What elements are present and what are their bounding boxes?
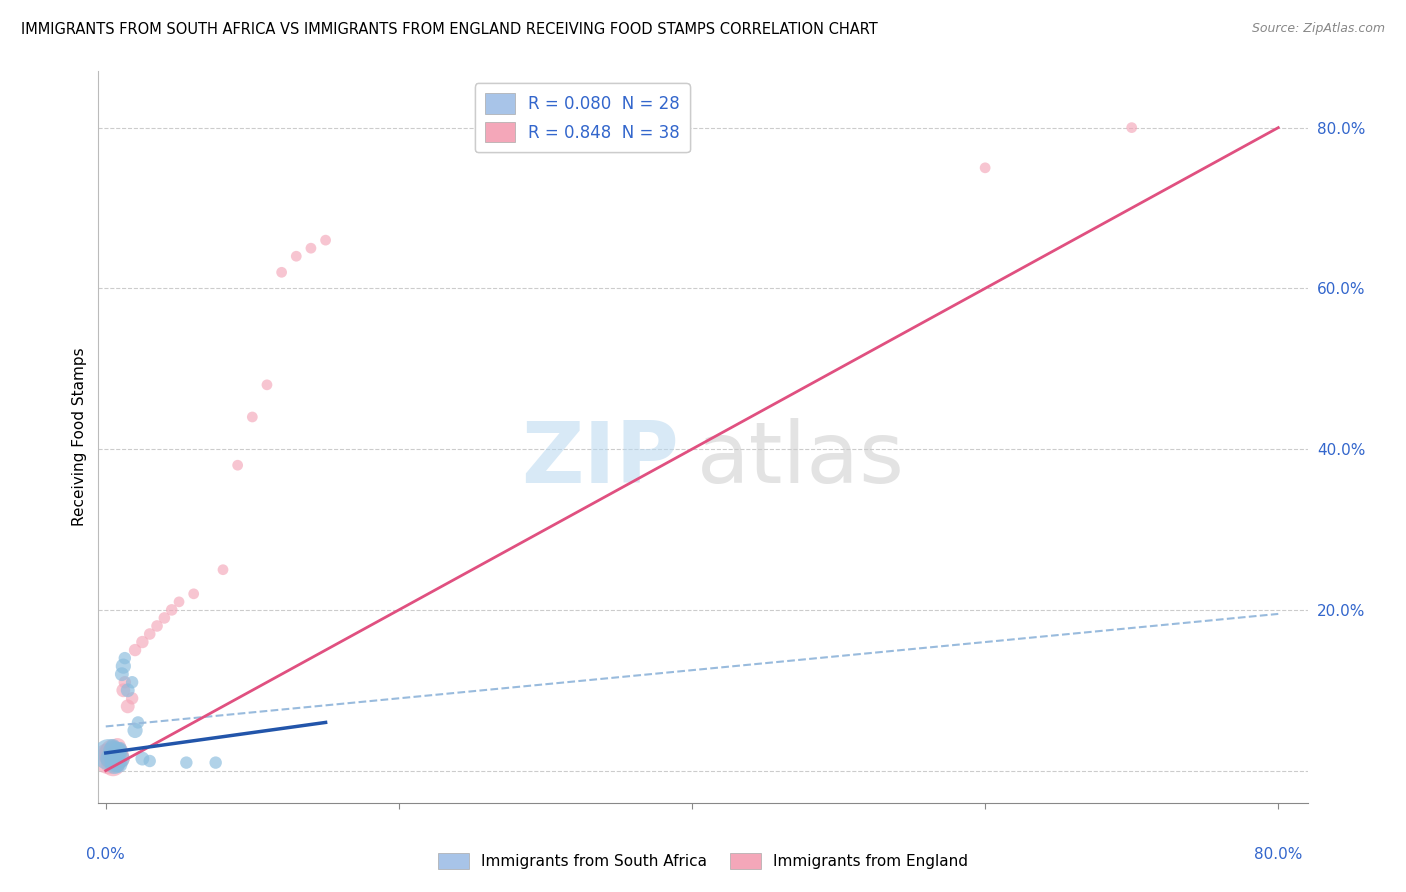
Point: [100, 754, 122, 768]
Point: [256, 377, 278, 392]
Point: [110, 743, 132, 757]
Point: [167, 595, 190, 609]
Point: [101, 754, 124, 768]
Y-axis label: Receiving Food Stamps: Receiving Food Stamps: [72, 348, 87, 526]
Point: [101, 757, 124, 772]
Point: [107, 749, 129, 764]
Point: [101, 743, 124, 757]
Point: [105, 756, 128, 770]
Point: [114, 651, 136, 665]
Point: [131, 751, 153, 765]
Point: [270, 265, 292, 279]
Text: 80.0%: 80.0%: [1254, 847, 1302, 862]
Point: [101, 739, 124, 754]
Text: IMMIGRANTS FROM SOUTH AFRICA VS IMMIGRANTS FROM ENGLAND RECEIVING FOOD STAMPS CO: IMMIGRANTS FROM SOUTH AFRICA VS IMMIGRAN…: [21, 22, 877, 37]
Point: [110, 743, 132, 757]
Point: [138, 627, 160, 641]
Point: [100, 749, 122, 764]
Point: [127, 715, 149, 730]
Point: [107, 739, 129, 754]
Point: [98, 751, 121, 765]
Point: [103, 746, 125, 760]
Point: [110, 751, 132, 765]
Point: [111, 747, 134, 762]
Point: [204, 756, 226, 770]
Point: [117, 699, 139, 714]
Point: [138, 754, 160, 768]
Point: [226, 458, 249, 473]
Point: [131, 635, 153, 649]
Point: [315, 233, 337, 247]
Text: 0.0%: 0.0%: [86, 847, 125, 862]
Point: [153, 611, 176, 625]
Point: [112, 659, 135, 673]
Point: [103, 757, 125, 772]
Point: [160, 603, 183, 617]
Point: [112, 683, 135, 698]
Text: ZIP: ZIP: [522, 417, 679, 500]
Point: [974, 161, 997, 175]
Point: [108, 747, 131, 762]
Point: [98, 747, 121, 762]
Point: [97, 747, 120, 762]
Text: Source: ZipAtlas.com: Source: ZipAtlas.com: [1251, 22, 1385, 36]
Point: [108, 757, 131, 772]
Point: [107, 743, 129, 757]
Point: [107, 751, 129, 765]
Text: atlas: atlas: [697, 417, 905, 500]
Point: [124, 723, 146, 738]
Point: [108, 747, 131, 762]
Point: [121, 675, 143, 690]
Point: [1121, 120, 1143, 135]
Point: [97, 751, 120, 765]
Point: [176, 756, 198, 770]
Point: [100, 743, 122, 757]
Point: [121, 691, 143, 706]
Point: [212, 563, 235, 577]
Point: [117, 683, 139, 698]
Point: [111, 667, 134, 681]
Point: [105, 743, 128, 757]
Point: [103, 746, 125, 760]
Point: [105, 751, 128, 765]
Point: [183, 587, 205, 601]
Point: [285, 249, 308, 263]
Point: [146, 619, 169, 633]
Legend: R = 0.080  N = 28, R = 0.848  N = 38: R = 0.080 N = 28, R = 0.848 N = 38: [475, 83, 689, 153]
Point: [103, 756, 125, 770]
Point: [101, 749, 124, 764]
Point: [110, 741, 132, 756]
Point: [240, 409, 263, 424]
Point: [124, 643, 146, 657]
Point: [299, 241, 322, 255]
Point: [105, 749, 128, 764]
Legend: Immigrants from South Africa, Immigrants from England: Immigrants from South Africa, Immigrants…: [432, 847, 974, 875]
Point: [114, 675, 136, 690]
Point: [110, 751, 132, 765]
